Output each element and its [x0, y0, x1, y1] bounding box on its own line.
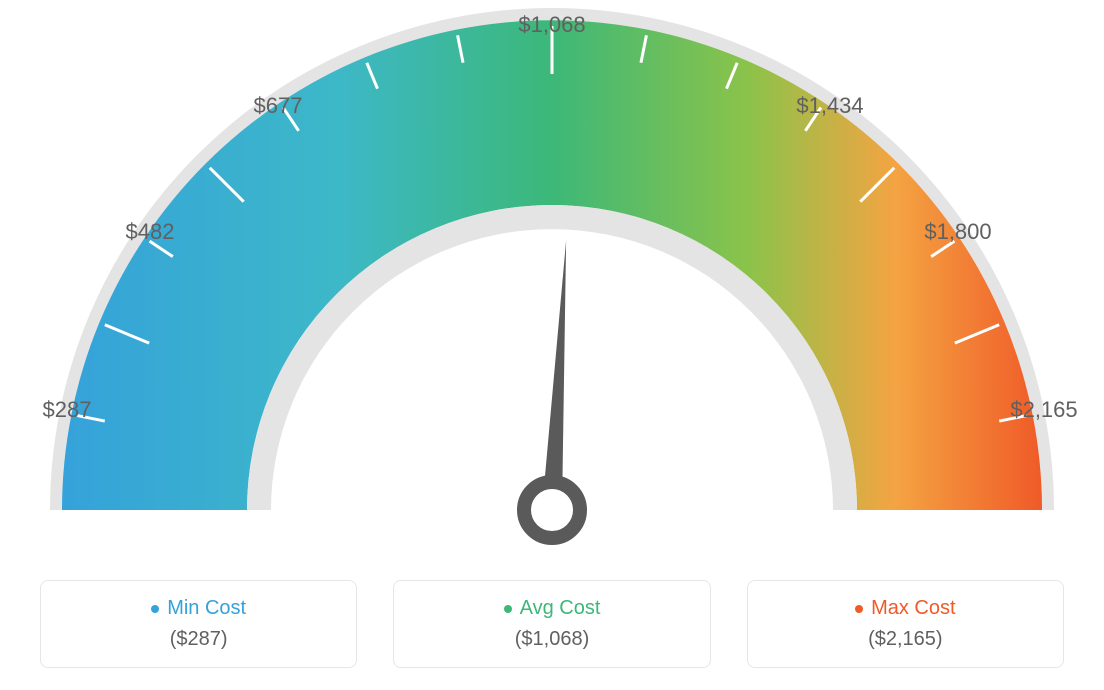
- legend-card: Avg Cost ($1,068): [393, 580, 710, 668]
- gauge-needle: [542, 240, 566, 510]
- legend-dot-icon: [151, 605, 159, 613]
- legend-value: ($1,068): [394, 628, 709, 651]
- legend-dot-icon: [855, 605, 863, 613]
- gauge-tick-label: $1,800: [924, 219, 991, 245]
- legend-title: Max Cost: [855, 597, 955, 620]
- legend-card: Min Cost ($287): [40, 580, 357, 668]
- legend-value: ($287): [41, 628, 356, 651]
- gauge-chart: $287 $482 $677 $1,068 $1,434 $1,800 $2,165: [0, 0, 1104, 560]
- legend-dot-icon: [504, 605, 512, 613]
- legend-title-text: Max Cost: [871, 597, 955, 620]
- gauge-tick-label: $482: [126, 219, 175, 245]
- gauge-tick-label: $1,434: [796, 93, 863, 119]
- legend-title: Avg Cost: [504, 597, 601, 620]
- gauge-tick-label: $2,165: [1010, 397, 1077, 423]
- gauge-tick-label: $1,068: [518, 12, 585, 38]
- legend-title-text: Avg Cost: [520, 597, 601, 620]
- gauge-svg: [0, 0, 1104, 560]
- gauge-hub: [524, 482, 580, 538]
- legend-value: ($2,165): [748, 628, 1063, 651]
- gauge-tick-label: $287: [43, 397, 92, 423]
- legend-card: Max Cost ($2,165): [747, 580, 1064, 668]
- legend-title-text: Min Cost: [167, 597, 246, 620]
- gauge-tick-label: $677: [254, 93, 303, 119]
- legend-row: Min Cost ($287) Avg Cost ($1,068) Max Cost ($…: [0, 580, 1104, 668]
- legend-title: Min Cost: [151, 597, 246, 620]
